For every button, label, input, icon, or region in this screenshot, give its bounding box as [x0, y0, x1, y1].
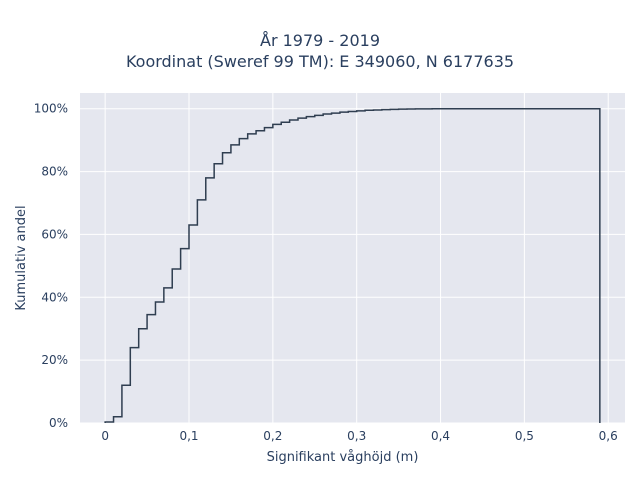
x-tick-label: 0,3 [347, 429, 366, 443]
x-tick-label: 0 [101, 429, 109, 443]
chart-title-line-1: År 1979 - 2019 [260, 31, 380, 50]
chart-title: År 1979 - 2019 Koordinat (Sweref 99 TM):… [0, 30, 640, 72]
y-tick-label: 40% [41, 290, 68, 304]
y-tick-label: 60% [41, 227, 68, 241]
grid-lines [80, 93, 625, 424]
x-tick-label: 0,5 [515, 429, 534, 443]
x-tick-label: 0,6 [599, 429, 618, 443]
x-tick-label: 0,4 [431, 429, 450, 443]
y-tick-label: 20% [41, 353, 68, 367]
series-layer [104, 107, 601, 423]
cdf-step-line [104, 107, 601, 423]
y-tick-label: 0% [49, 416, 68, 430]
x-axis-title: Signifikant våghöjd (m) [267, 450, 419, 465]
x-tick-label: 0,2 [263, 429, 282, 443]
y-tick-label: 100% [34, 102, 68, 116]
plot-background [80, 93, 625, 423]
tick-labels: 0 0,1 0,2 0,3 0,4 0,5 0,6 0% 20% 40% 60% 80% 100% [34, 102, 618, 443]
y-tick-label: 80% [41, 165, 68, 179]
x-tick-label: 0,1 [179, 429, 198, 443]
y-axis-title: Kumulativ andel [14, 205, 29, 310]
chart-title-line-2: Koordinat (Sweref 99 TM): E 349060, N 61… [125, 52, 515, 71]
